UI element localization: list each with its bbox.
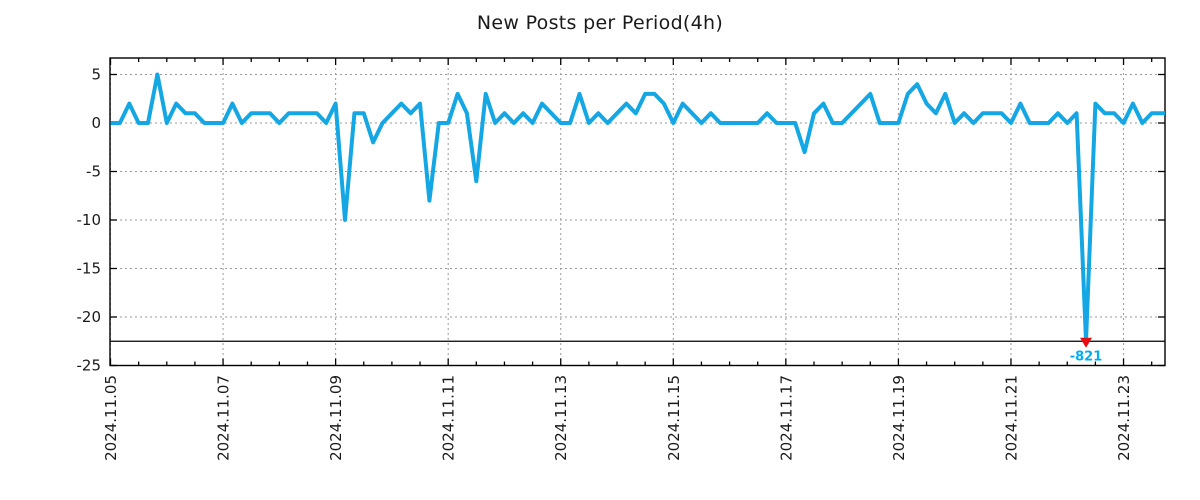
- x-axis-label: 2024.11.19: [890, 375, 908, 461]
- x-axis-label: 2024.11.11: [440, 375, 458, 461]
- y-axis-label: 0: [91, 114, 101, 132]
- x-axis-label: 2024.11.05: [102, 375, 120, 461]
- y-axis-label: -5: [86, 163, 101, 181]
- y-axis-label: -20: [77, 308, 102, 326]
- chart-title: New Posts per Period(4h): [476, 12, 724, 34]
- x-axis-label: 2024.11.07: [215, 375, 233, 461]
- y-axis-label: -10: [77, 211, 102, 229]
- y-axis-label: -25: [77, 357, 102, 375]
- x-axis-label: 2024.11.17: [777, 375, 795, 461]
- y-axis-label: -15: [77, 260, 102, 278]
- x-axis-label: 2024.11.15: [665, 375, 683, 461]
- plot-border: [109, 57, 1166, 367]
- x-axis-label: 2024.11.23: [1115, 375, 1133, 461]
- x-axis-label: 2024.11.21: [1002, 375, 1020, 461]
- series-line: [110, 72, 1165, 344]
- x-axis-label: 2024.11.09: [327, 375, 345, 461]
- min-value-marker: [1080, 337, 1093, 348]
- min-value-label: -821: [1070, 349, 1103, 364]
- y-axis-label: 5: [91, 66, 101, 84]
- x-axis-label: 2024.11.13: [552, 375, 570, 461]
